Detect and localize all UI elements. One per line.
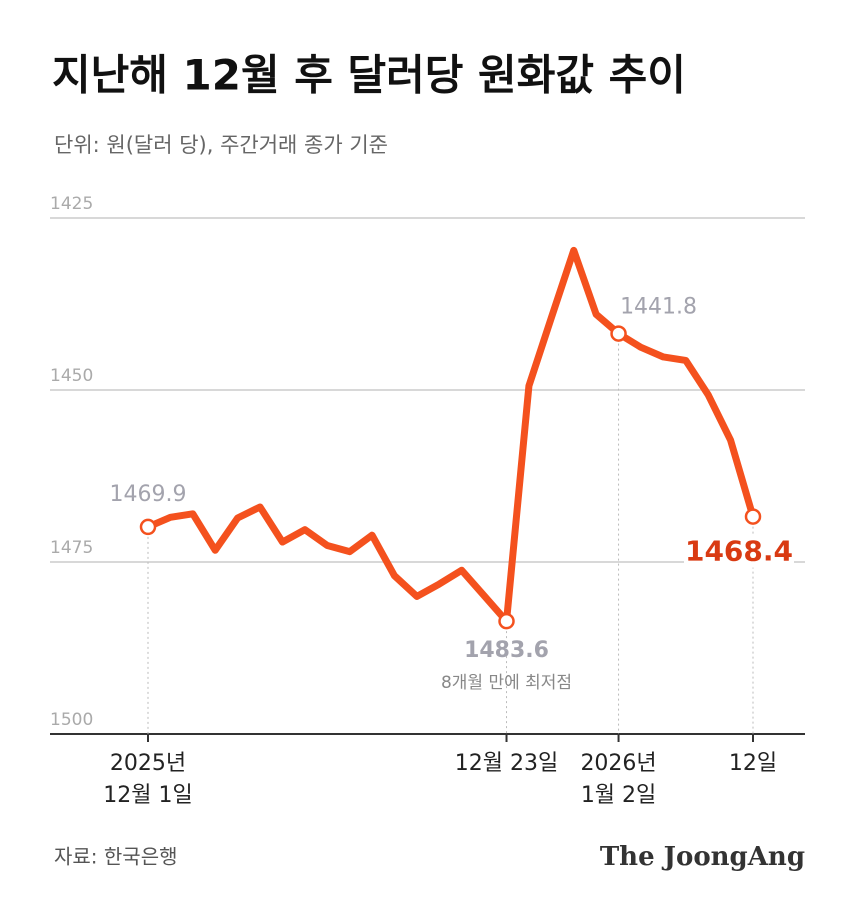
y-tick-label: 1450 [50,366,93,386]
value-label: 1468.4 [685,535,793,568]
x-tick-label: 12월 23일 [455,751,558,776]
y-tick-label: 1475 [50,538,93,558]
line [144,246,757,625]
value-label: 1441.8 [620,295,697,320]
point-marker [744,508,762,525]
value-label: 1469.9 [110,482,187,507]
y-tick-label: 1425 [50,194,93,214]
value-label: 1483.6 [464,638,549,663]
brand: The JoongAng [600,842,805,872]
x-tick-label: 12일 [729,751,777,776]
point-marker [498,612,515,630]
chart-subtitle: 단위: 원(달러 당), 주간거래 종가 기준 [54,133,388,157]
source: 자료: 한국은행 [54,845,178,869]
x-tick-label: 2026년 1월 2일 [580,751,656,808]
chart-title: 지난해 12월 후 달러당 원화값 추이 [52,51,686,100]
point-marker [610,325,627,342]
label-bg [684,535,794,568]
annotation: 8개월 만에 최저점 [441,673,572,693]
x-tick-label: 2025년 12월 1일 [103,751,192,808]
y-tick-label: 1500 [50,710,93,730]
point-marker [139,518,157,536]
